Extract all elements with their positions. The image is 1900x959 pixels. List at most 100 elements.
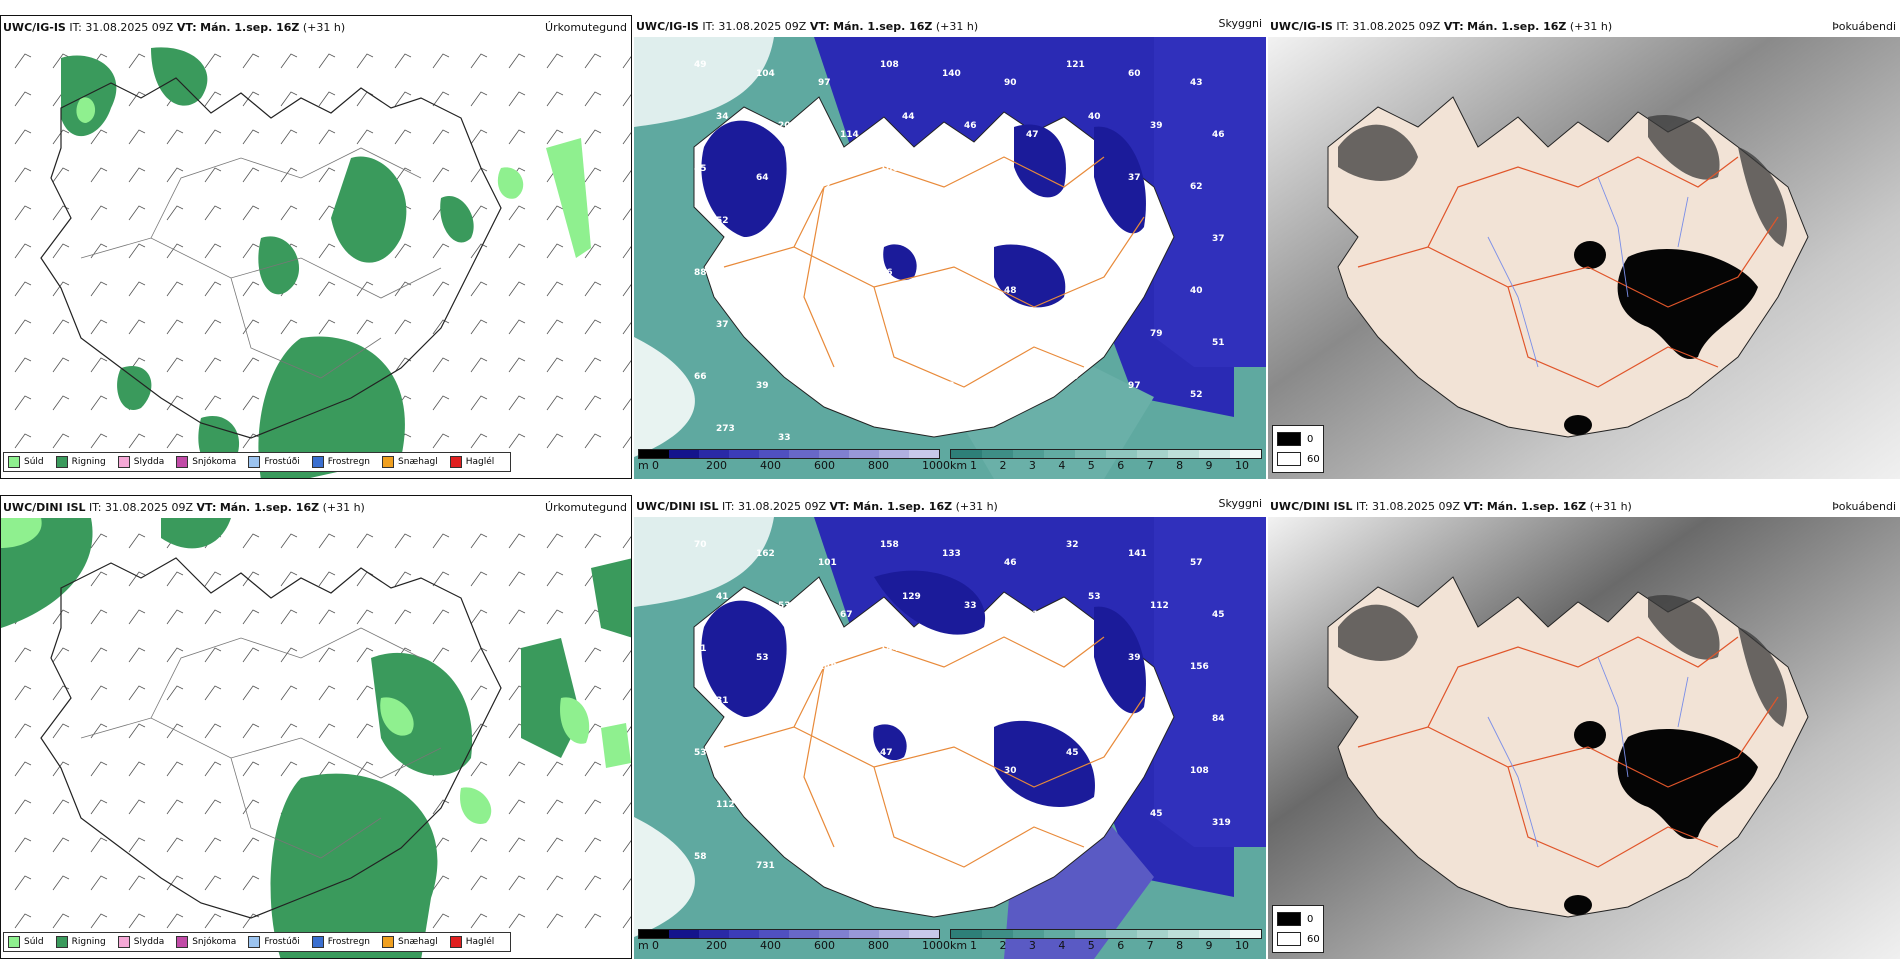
it-label: IT: xyxy=(89,501,102,514)
lead-time: (+31 h) xyxy=(955,500,998,513)
wind-barb xyxy=(204,167,222,183)
vt-label: VT: xyxy=(809,20,830,33)
wind-barb xyxy=(204,647,222,663)
wind-barb xyxy=(394,609,412,625)
height-colorbar: m 0 200 400 600 800 1000 xyxy=(638,929,950,955)
visibility-label: 43 xyxy=(1190,78,1203,88)
legend-item: Súld xyxy=(8,936,44,948)
wind-barb xyxy=(166,243,184,259)
wind-barb xyxy=(432,319,450,335)
visibility-label: 51 xyxy=(1088,216,1101,226)
legend-item: Frostúði xyxy=(248,936,300,948)
colorbar-tick: 5 xyxy=(1087,939,1095,952)
wind-barb xyxy=(242,205,260,221)
wind-barb xyxy=(356,129,374,145)
wind-barb xyxy=(394,129,412,145)
wind-barb xyxy=(204,129,222,145)
wind-barb xyxy=(584,799,602,815)
colorbar-tick: 4 xyxy=(1058,939,1066,952)
init-time: 31.08.2025 09Z xyxy=(85,21,174,34)
visibility-label: 731 xyxy=(756,861,775,871)
visibility-label: 203 xyxy=(778,121,797,131)
wind-barb xyxy=(622,916,631,929)
wind-barb xyxy=(166,875,184,891)
wind-barb xyxy=(470,609,488,625)
visibility-label: 45 xyxy=(1212,610,1225,620)
wind-barb xyxy=(166,319,184,335)
wind-barb xyxy=(470,875,488,891)
wind-barb xyxy=(318,281,336,297)
visibility-label: 53 xyxy=(942,381,955,391)
wind-barb xyxy=(622,764,631,777)
wind-barb xyxy=(90,685,108,701)
wind-barb xyxy=(470,53,488,69)
colorbar-segment xyxy=(729,930,759,938)
wind-barb xyxy=(356,319,374,335)
colorbar-segment xyxy=(1106,450,1137,458)
wind-barb xyxy=(622,436,631,449)
wind-barb xyxy=(546,533,564,549)
wind-barb xyxy=(204,243,222,259)
wind-barb xyxy=(204,913,222,929)
lead-time: (+31 h) xyxy=(1569,20,1613,33)
wind-barb xyxy=(14,647,32,663)
wind-barb xyxy=(90,395,108,411)
wind-barb xyxy=(52,205,70,221)
legend-label: Súld xyxy=(24,457,44,467)
valid-time: Mán. 1.sep. 16Z xyxy=(219,501,320,514)
wind-barb xyxy=(394,319,412,335)
visibility-label: 45 xyxy=(1066,748,1079,758)
fog-title: Þokuábendi xyxy=(1832,500,1896,513)
init-time: 31.08.2025 09Z xyxy=(1352,20,1441,33)
wind-barb xyxy=(52,609,70,625)
colorbar-tick: 10 xyxy=(1235,459,1249,472)
wind-barb xyxy=(166,723,184,739)
visibility-label: 41 xyxy=(1026,610,1039,620)
wind-barb xyxy=(546,205,564,221)
wind-barb xyxy=(584,685,602,701)
vt-label: VT: xyxy=(196,501,217,514)
wind-barb xyxy=(470,243,488,259)
visibility-label: 33 xyxy=(778,433,791,443)
wind-barb xyxy=(52,357,70,373)
drizzle-areas xyxy=(76,97,591,258)
legend-label: Rigning xyxy=(71,457,106,467)
wind-barb xyxy=(14,281,32,297)
wind-barb xyxy=(470,395,488,411)
wind-barb xyxy=(90,319,108,335)
wind-barb xyxy=(508,243,526,259)
colorbar-segment xyxy=(729,450,759,458)
wind-barb xyxy=(432,647,450,663)
legend-label: Snjókoma xyxy=(192,457,237,467)
wind-barb xyxy=(52,243,70,259)
model-name: UWC/IG-IS xyxy=(1270,20,1333,33)
legend-swatch xyxy=(311,936,324,948)
wind-barb xyxy=(128,723,146,739)
wind-barb xyxy=(90,167,108,183)
height-unit: m xyxy=(638,939,649,952)
visibility-label: 66 xyxy=(778,809,791,819)
wind-barb xyxy=(90,243,108,259)
fog-legend-label: 60 xyxy=(1307,933,1320,945)
colorbar-tick: 400 xyxy=(760,459,781,472)
wind-barb xyxy=(128,53,146,69)
wind-barb xyxy=(546,875,564,891)
wind-barb xyxy=(470,685,488,701)
wind-barb xyxy=(128,243,146,259)
wind-barb xyxy=(584,129,602,145)
wind-barb xyxy=(52,433,70,449)
wind-barb xyxy=(52,129,70,145)
visibility-label: 39 xyxy=(1150,121,1163,131)
visibility-label: 46 xyxy=(1004,558,1017,568)
visibility-label: 41 xyxy=(1066,644,1079,654)
colorbar-tick: 2 xyxy=(999,459,1007,472)
visibility-label: 33 xyxy=(964,601,977,611)
wind-barb xyxy=(242,875,260,891)
wind-barb xyxy=(280,533,298,549)
wind-barb xyxy=(14,433,32,449)
wind-barb xyxy=(584,167,602,183)
wind-barb xyxy=(432,53,450,69)
colorbar-segment xyxy=(1230,930,1261,938)
wind-barb xyxy=(622,322,631,335)
legend-swatch xyxy=(176,936,189,948)
